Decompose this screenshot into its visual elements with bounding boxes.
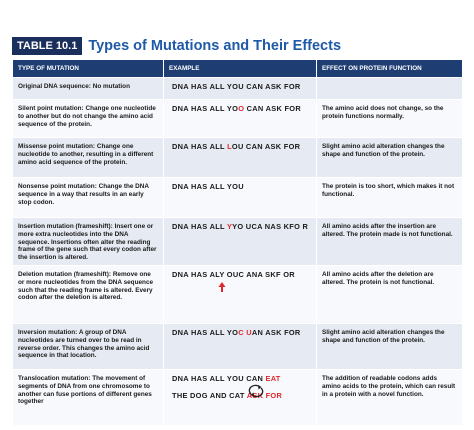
example-line: DNA HAS ALL YOU (172, 183, 311, 191)
example-line: DNA HAS ALL LOU CAN ASK FOR (172, 143, 311, 151)
example-cell: DNA HAS ALL YOU CAN ASK FOR (163, 77, 317, 100)
example-cell: DNA HAS ALL YYO UCA NAS KFO R (163, 217, 317, 266)
example-segment: YO UCA NAS KFO R (232, 222, 309, 231)
example-segment: ASK FOR (246, 390, 283, 400)
example-segment: DNA HAS ALL YOU CAN (172, 373, 266, 383)
column-header: EFFECT ON PROTEIN FUNCTION (316, 60, 463, 78)
example-cell: DNA HAS ALL YOC UAN ASK FOR (163, 322, 317, 370)
example-segment: U (246, 327, 252, 337)
mutation-description: No mutation (92, 83, 130, 90)
example-segment: THE DOG AND CAT (172, 390, 247, 400)
mutation-type: Silent point mutation: (18, 105, 84, 112)
effect-cell: The addition of readable codons adds ami… (316, 368, 463, 426)
mutation-description: Change one nucleotide to another but do … (18, 105, 156, 128)
example-line: DNA HAS ALL YOU CAN ASK FOR (172, 83, 311, 91)
mutation-description: Change the DNA sequence in a way that re… (18, 183, 149, 206)
mutation-type: Original DNA sequence: (18, 83, 91, 90)
table-row: Missense point mutation: Change one nucl… (12, 137, 463, 178)
mutation-type: Insertion mutation (frameshift): (18, 223, 113, 230)
effect-cell: The amino acid does not change, so the p… (316, 99, 463, 138)
deletion-arrow (218, 281, 226, 292)
table-title: Types of Mutations and Their Effects (88, 38, 342, 54)
effect-text: All amino acids after the insertion are … (322, 223, 453, 238)
example-segment: DNA HAS ALL YO (172, 104, 239, 113)
effect-text: All amino acids after the deletion are a… (322, 270, 435, 286)
table-badge: TABLE 10.1 (12, 37, 83, 55)
example-line: DNA HAS ALL YOO CAN ASK FOR (172, 105, 311, 113)
example-segment: CAN ASK FOR (244, 104, 301, 113)
example-line: THE DOG AND CAT ASK FOR (172, 390, 311, 400)
example-line: DNA HAS ALY OUC ANA SKF OR (172, 271, 311, 279)
effect-cell (316, 77, 463, 100)
mutation-type-cell: Nonsense point mutation: Change the DNA … (12, 177, 164, 218)
table-row: Translocation mutation: The movement of … (12, 368, 463, 426)
effect-text: Slight amino acid alteration changes the… (322, 328, 445, 344)
example-line: DNA HAS ALL YYO UCA NAS KFO R (172, 223, 311, 231)
effect-cell: Slight amino acid alteration changes the… (316, 137, 463, 178)
table-row: Silent point mutation: Change one nucleo… (12, 99, 463, 138)
mutation-type: Nonsense point mutation: (18, 183, 97, 190)
effect-cell: Slight amino acid alteration changes the… (316, 322, 463, 370)
effect-text: The protein is too short, which makes it… (322, 183, 455, 198)
header-row: TYPE OF MUTATION EXAMPLE EFFECT ON PROTEIN… (12, 60, 463, 78)
example-cell: DNA HAS ALL YOO CAN ASK FOR (163, 99, 317, 138)
title-row: TABLE 10.1 Types of Mutations and Their … (12, 36, 341, 56)
example-segment: O (238, 104, 245, 113)
example-segment: DNA HAS ALL (172, 222, 227, 231)
example-segment: EAT (265, 373, 281, 383)
example-cell: DNA HAS ALL LOU CAN ASK FOR (163, 137, 317, 178)
example-line: DNA HAS ALL YOU CAN EAT (172, 375, 311, 383)
example-segment: DNA HAS ALY OUC ANA SKF OR (172, 269, 295, 279)
table-row: Deletion mutation (frameshift): Remove o… (12, 264, 463, 324)
mutation-description: The movement of segments of DNA from one… (18, 374, 152, 406)
example-segment: L (227, 142, 232, 151)
mutation-description: Insert one or more extra nucleotides int… (18, 223, 157, 262)
example-line: DNA HAS ALL YOC UAN ASK FOR (172, 329, 311, 337)
example-segment: Y (226, 222, 233, 231)
example-segment: C (238, 327, 244, 337)
mutation-type: Deletion mutation (frameshift): (18, 270, 112, 278)
column-header: TYPE OF MUTATION (12, 60, 164, 78)
example-segment: DNA HAS ALL (172, 142, 228, 151)
mutation-type-cell: Inversion mutation: A group of DNA nucle… (12, 322, 164, 370)
column-header: EXAMPLE (163, 60, 317, 78)
mutation-description: Remove one or more nucleotides from the … (18, 270, 154, 302)
mutation-description: A group of DNA nucleotides are turned ov… (18, 328, 150, 360)
mutation-type-cell: Translocation mutation: The movement of … (12, 368, 164, 426)
mutation-table: TYPE OF MUTATION EXAMPLE EFFECT ON PROTEIN… (12, 60, 463, 426)
effect-cell: All amino acids after the insertion are … (316, 217, 463, 266)
example-cell: DNA HAS ALL YOU CAN EAT THE DOG AND CAT A… (163, 368, 317, 426)
table-row: Insertion mutation (frameshift): Insert … (12, 217, 463, 266)
effect-text: Slight amino acid alteration changes the… (322, 143, 445, 158)
example-segment: OU CAN ASK FOR (231, 142, 301, 151)
effect-cell: The protein is too short, which makes it… (316, 177, 463, 218)
swap-arrows (248, 384, 264, 398)
mutation-type-cell: Insertion mutation (frameshift): Insert … (12, 217, 164, 266)
effect-text: The amino acid does not change, so the p… (322, 105, 444, 120)
mutation-type: Translocation mutation: (18, 374, 91, 382)
example-cell: DNA HAS ALL YOU (163, 177, 317, 218)
mutation-description: Change one nucleotide to another, result… (18, 143, 154, 166)
example-segment: DNA HAS ALL YOU (172, 182, 244, 191)
effect-text: The addition of readable codons adds ami… (322, 374, 456, 398)
example-segment: AN ASK FOR (251, 327, 301, 337)
example-segment: DNA HAS ALL YOU CAN ASK FOR (172, 82, 301, 91)
mutation-type-cell: Deletion mutation (frameshift): Remove o… (12, 264, 164, 324)
mutation-type-cell: Silent point mutation: Change one nucleo… (12, 99, 164, 138)
mutation-type-cell: Missense point mutation: Change one nucl… (12, 137, 164, 178)
mutation-type-cell: Original DNA sequence: No mutation (12, 77, 164, 100)
example-segment: DNA HAS ALL YO (172, 327, 239, 337)
example-cell: DNA HAS ALY OUC ANA SKF OR (163, 264, 317, 324)
table-row: Inversion mutation: A group of DNA nucle… (12, 322, 463, 370)
effect-cell: All amino acids after the deletion are a… (316, 264, 463, 324)
mutation-type: Missense point mutation: (18, 143, 96, 150)
table-row: Nonsense point mutation: Change the DNA … (12, 177, 463, 218)
mutation-type: Inversion mutation: (18, 328, 78, 336)
table-row: Original DNA sequence: No mutation DNA HA… (12, 77, 463, 100)
